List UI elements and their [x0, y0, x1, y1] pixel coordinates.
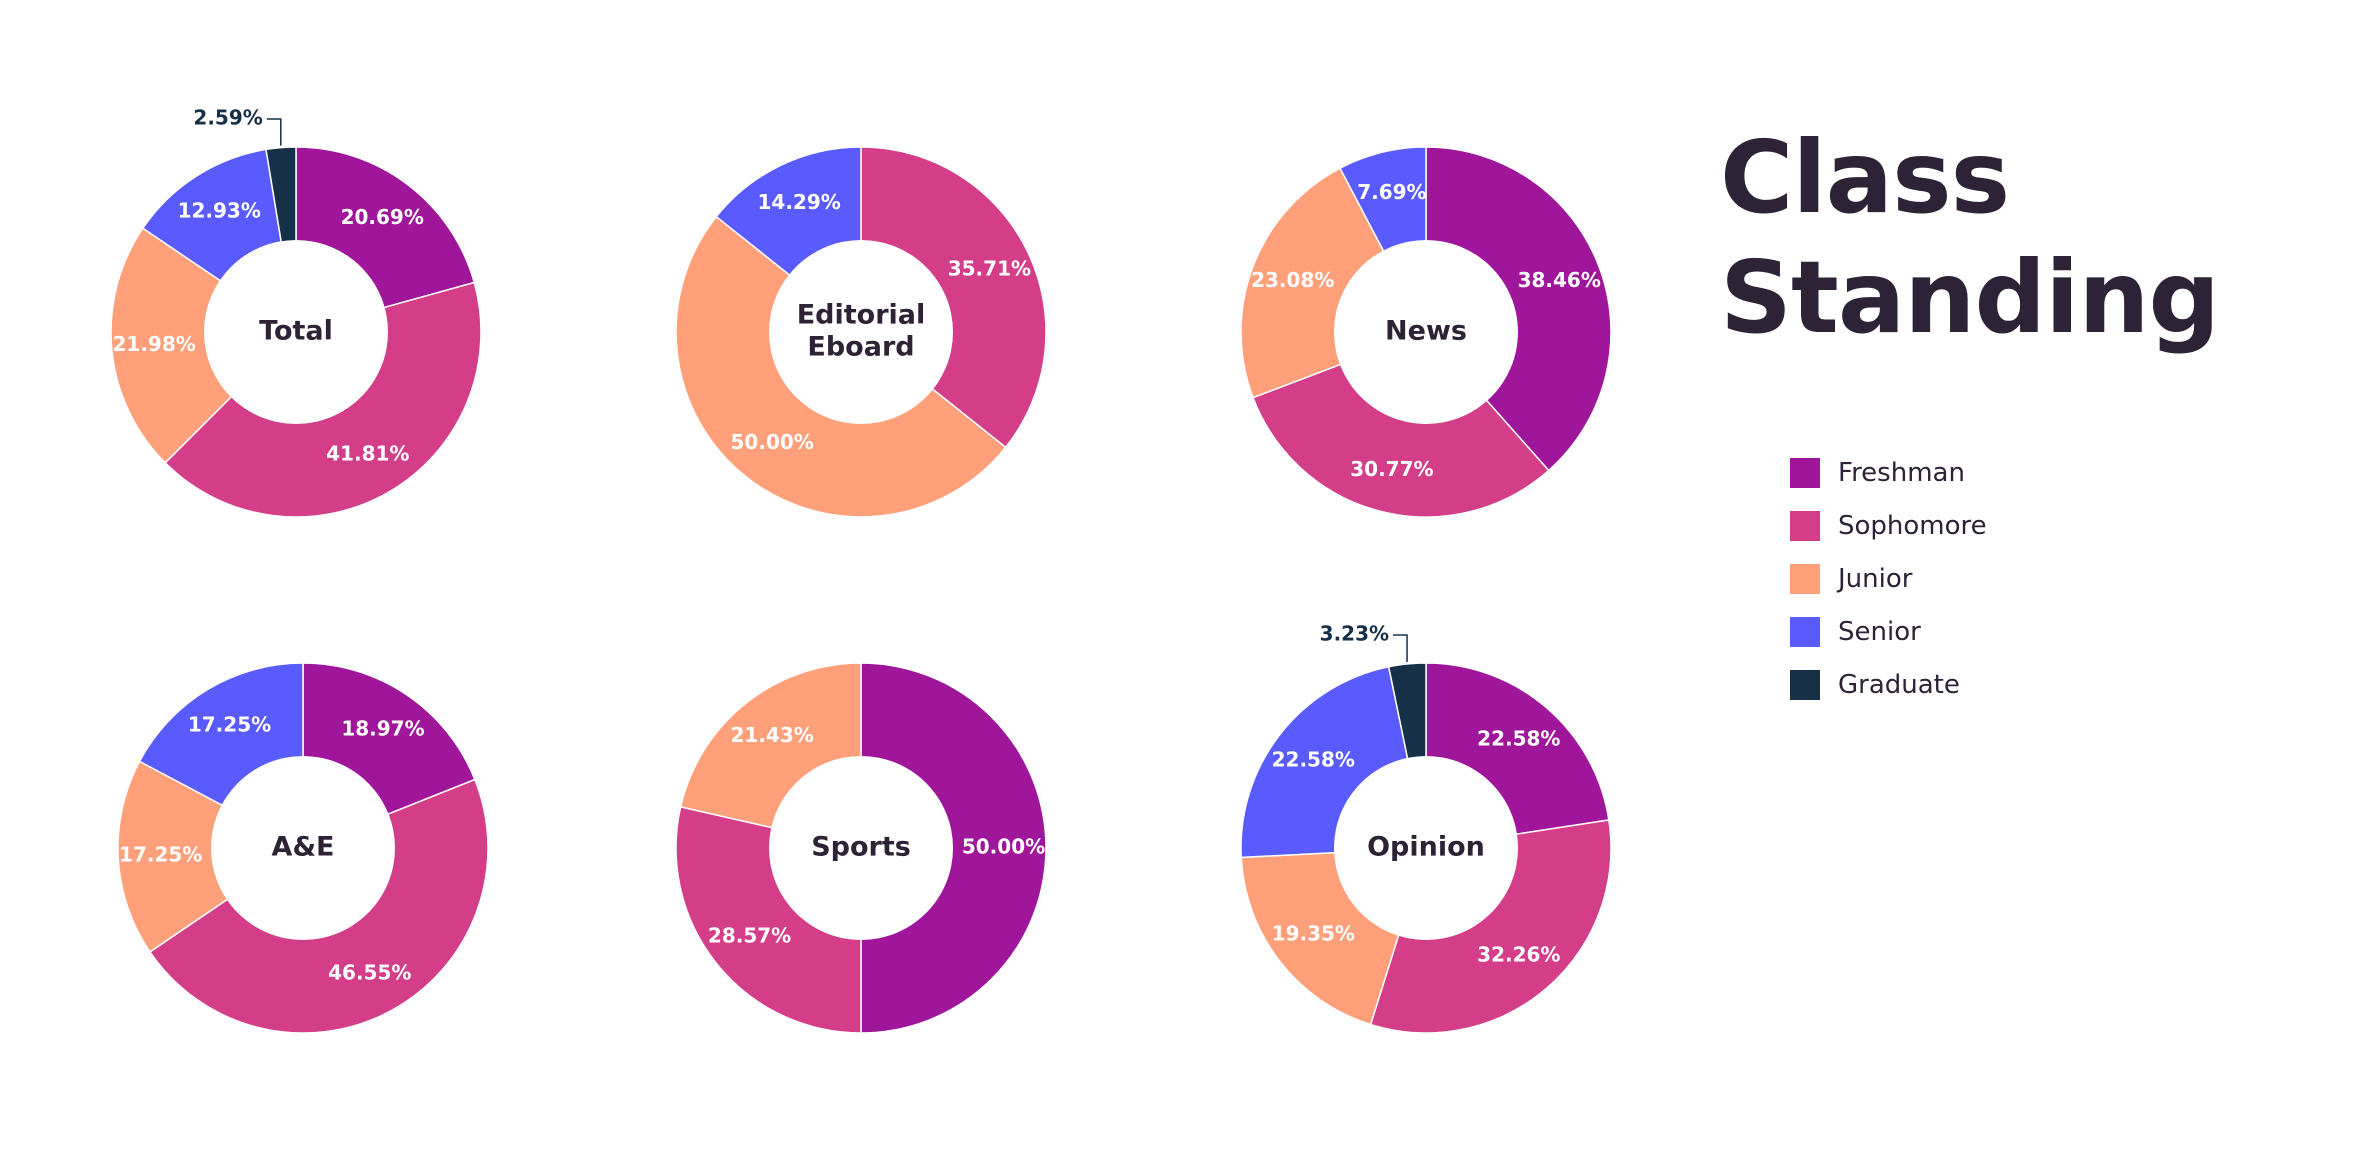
pie-slice-junior [110, 227, 298, 464]
pie-slice-junior [117, 760, 305, 953]
slice-label: 30.77% [1350, 457, 1433, 481]
donut-hole [769, 240, 953, 424]
chart-title: Opinion [1367, 832, 1485, 863]
legend-swatch [1790, 457, 1820, 488]
legend-swatch [1790, 563, 1820, 594]
pie-slice-sophomore [1252, 331, 1550, 518]
donut-hole [211, 756, 395, 940]
leader-line [1393, 634, 1408, 662]
chart-title: Sports [811, 832, 911, 863]
chart-title: Editorial [797, 300, 926, 331]
donut-chart: 22.58% 32.26% 19.35% 22.58% 3.23% Opinion [1240, 622, 1612, 1034]
slice-label: 21.98% [112, 332, 195, 356]
chart-title: News [1385, 316, 1467, 347]
slice-label: 46.55% [328, 960, 411, 984]
slice-label: 18.97% [341, 717, 424, 741]
slice-label: 22.58% [1272, 747, 1355, 771]
slice-label: 21.43% [730, 723, 813, 747]
chart-title: Total [259, 316, 333, 347]
legend-label: Freshman [1838, 457, 1965, 488]
leader-line [266, 118, 282, 146]
donut-chart: 20.69% 41.81% 21.98% 12.93% 2.59% Total [110, 106, 482, 518]
page-title: Class Standing [1720, 118, 2220, 358]
slice-label: 7.69% [1357, 180, 1426, 204]
slice-label: 41.81% [326, 442, 409, 466]
legend-label: Sophomore [1838, 510, 1987, 541]
slice-label: 2.59% [193, 106, 262, 130]
slice-label: 22.58% [1477, 726, 1560, 750]
slice-label: 20.69% [341, 205, 424, 229]
legend-swatch [1790, 510, 1820, 541]
slice-label: 28.57% [708, 923, 791, 947]
slice-label: 17.25% [119, 842, 202, 866]
slice-label: 17.25% [188, 712, 271, 736]
slice-label: 12.93% [178, 198, 261, 222]
legend-item-senior: Senior [1790, 605, 1987, 658]
legend-item-graduate: Graduate [1790, 658, 1987, 711]
donut-chart: 50.00% 28.57% 21.43% Sports [675, 662, 1047, 1034]
slice-label: 3.23% [1320, 622, 1389, 646]
slice-label: 14.29% [757, 190, 840, 214]
title-line-1: Class [1720, 119, 2010, 236]
slice-label: 19.35% [1272, 922, 1355, 946]
pie-slice-freshman [1425, 146, 1612, 472]
title-line-2: Standing [1720, 239, 2220, 356]
legend-label: Junior [1838, 563, 1913, 594]
chart-title: Eboard [807, 332, 914, 363]
legend-item-freshman: Freshman [1790, 446, 1987, 499]
donut-hole [1334, 240, 1518, 424]
donut-chart: 18.97% 46.55% 17.25% 17.25% A&E [117, 662, 489, 1034]
slice-label: 35.71% [948, 257, 1031, 281]
legend-swatch [1790, 669, 1820, 700]
slice-label: 50.00% [731, 430, 814, 454]
legend-swatch [1790, 616, 1820, 647]
slice-label: 38.46% [1518, 268, 1601, 292]
chart-title: A&E [272, 832, 335, 863]
donut-hole [1334, 756, 1518, 940]
donut-chart: 38.46% 30.77% 23.08% 7.69% News [1240, 146, 1612, 518]
legend-label: Graduate [1838, 669, 1960, 700]
legend: Freshman Sophomore Junior Senior Graduat… [1790, 446, 1987, 711]
slice-label: 50.00% [962, 835, 1045, 859]
donut-hole [769, 756, 953, 940]
pie-slice-sophomore [860, 146, 1047, 449]
slice-label: 32.26% [1477, 943, 1560, 967]
pie-slice-freshman [860, 662, 1047, 1034]
legend-label: Senior [1838, 616, 1921, 647]
legend-item-sophomore: Sophomore [1790, 499, 1987, 552]
donut-hole [204, 240, 388, 424]
legend-item-junior: Junior [1790, 552, 1987, 605]
slice-label: 23.08% [1251, 268, 1334, 292]
